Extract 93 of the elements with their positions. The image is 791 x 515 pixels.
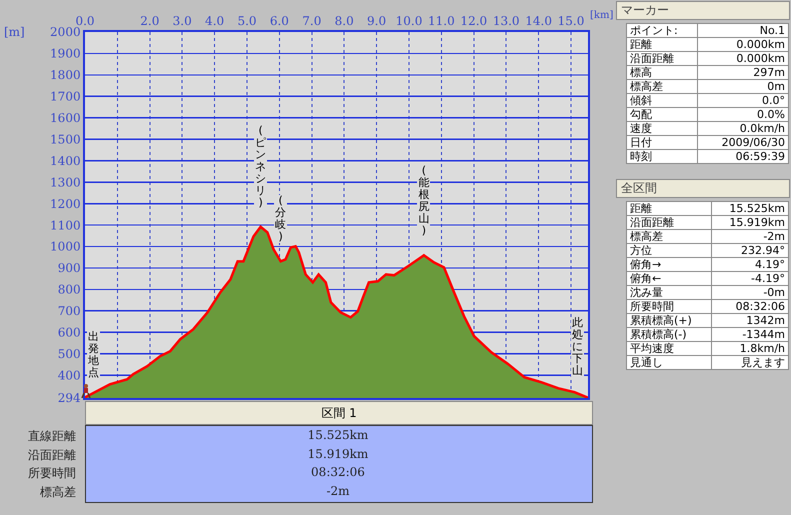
text: 距離 [626, 38, 698, 52]
x-axis-title: [km] [590, 10, 614, 21]
x-tick-label: 4.0 [205, 14, 224, 28]
text: 見通し [626, 356, 712, 370]
text: 累積標高(-) [626, 328, 712, 342]
text: 0.000km [697, 52, 788, 66]
text: ポイント: [626, 24, 698, 38]
y-tick-label: 1300 [50, 175, 81, 190]
text: 1.8km/h [711, 342, 788, 356]
text: 15.919km [306, 446, 370, 460]
text: No.1 [697, 24, 788, 38]
text: -2m [711, 230, 788, 244]
x-tick-label: 14.0 [525, 14, 552, 28]
x-tick-label: 7.0 [302, 14, 322, 28]
text: 日付 [626, 136, 698, 150]
text: 0.0km/h [697, 122, 788, 136]
text: 沈み量 [626, 286, 712, 300]
text: 15.919km [711, 216, 788, 230]
text: 0.0% [697, 108, 788, 122]
text: 区間 1 [85, 401, 593, 425]
text: 方位 [626, 244, 712, 258]
text: 15.525km [306, 428, 370, 442]
y-tick-label: 1000 [50, 240, 81, 254]
text: 2009/06/30 [697, 136, 788, 150]
text: -2m [325, 484, 351, 498]
text: 標高差 [626, 80, 698, 94]
text: -4.19° [711, 272, 788, 286]
text: 08:32:06 [310, 465, 366, 479]
annotation: 出発地点 [87, 330, 100, 380]
text: マーカー [616, 1, 790, 20]
text: 15.525km [711, 202, 788, 216]
annotation: (分岐) [274, 194, 288, 244]
text: 直線距離 [28, 428, 76, 445]
x-tick-label: 11.0 [428, 14, 455, 28]
x-tick-label: 3.0 [172, 14, 192, 28]
x-tick-label: 9.0 [367, 14, 386, 28]
y-tick-label: 700 [58, 304, 81, 318]
text: 全区間 [616, 179, 790, 198]
text: -0m [711, 286, 788, 300]
text: 4.19° [711, 258, 788, 272]
text: 見えます [711, 356, 788, 370]
text: 232.94° [711, 244, 788, 258]
y-tick-label: 600 [58, 326, 81, 340]
text: 沿面距離 [626, 216, 712, 230]
text: 標高 [626, 66, 698, 80]
y-tick-label: 1900 [50, 46, 81, 61]
text: 勾配 [626, 108, 698, 122]
text: 0m [697, 80, 788, 94]
text: 沿面距離 [28, 446, 76, 464]
x-tick-label: 5.0 [237, 14, 257, 28]
x-tick-label: 8.0 [334, 14, 354, 28]
y-tick-label: 1400 [50, 154, 81, 168]
text: 時刻 [626, 150, 698, 164]
text: 累積標高(+) [626, 314, 712, 328]
text: 標高差 [626, 230, 712, 244]
annotation: (ピンネシリ) [254, 124, 268, 209]
x-tick-label: 15.0 [558, 14, 584, 28]
y-tick-label: 500 [58, 347, 81, 362]
text: 1342m [711, 314, 788, 328]
x-tick-label: 2.0 [140, 14, 160, 28]
y-tick-label: 1500 [50, 132, 81, 146]
text: 所要時間 [626, 300, 712, 314]
text: 0.0° [697, 94, 788, 108]
y-tick-label: 294 [58, 391, 81, 406]
text: -1344m [711, 328, 788, 342]
text: 距離 [626, 202, 712, 216]
text: 沿面距離 [626, 52, 698, 66]
x-tick-label: 13.0 [492, 14, 520, 28]
text: 俯角← [626, 272, 712, 286]
y-tick-label: 1700 [50, 90, 81, 104]
text: 標高差 [40, 484, 76, 500]
x-tick-label: 6.0 [270, 14, 289, 28]
text: 平均速度 [626, 342, 712, 356]
x-tick-label: 10.0 [396, 14, 422, 28]
annotation: (能根尻山) [417, 164, 430, 238]
y-tick-label: 1100 [50, 218, 81, 232]
annotation: 此処に下山 [570, 316, 584, 377]
y-tick-label: 900 [58, 261, 81, 276]
text: 傾斜 [626, 94, 698, 108]
y-axis-title: [m] [4, 25, 25, 39]
text: 297m [697, 66, 788, 80]
y-tick-label: 1800 [50, 68, 81, 82]
text: 俯角→ [626, 258, 712, 272]
y-tick-label: 800 [58, 282, 81, 297]
text: 0.000km [697, 38, 788, 52]
x-tick-label: 12.0 [460, 14, 488, 28]
text: 速度 [626, 122, 698, 136]
y-tick-label: 1600 [50, 111, 81, 126]
text: 所要時間 [28, 465, 76, 482]
text: 06:59:39 [697, 150, 788, 164]
y-tick-label: 1200 [50, 196, 81, 211]
y-tick-label: 400 [58, 368, 81, 382]
text: 08:32:06 [711, 300, 788, 314]
